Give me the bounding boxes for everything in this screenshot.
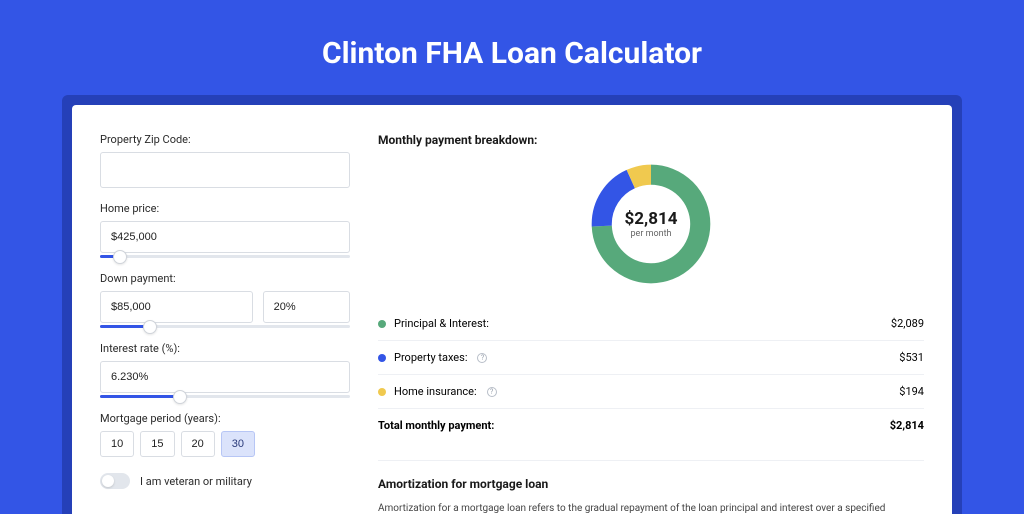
interest-label: Interest rate (%): — [100, 342, 350, 355]
breakdown-column: Monthly payment breakdown: $2,814 per mo… — [378, 133, 924, 514]
page-header: Clinton FHA Loan Calculator — [0, 0, 1024, 95]
toggle-knob — [102, 475, 114, 487]
donut-sub: per month — [625, 229, 678, 239]
amortization-title: Amortization for mortgage loan — [378, 477, 924, 491]
period-btn-20[interactable]: 20 — [181, 431, 215, 457]
donut-chart-wrap: $2,814 per month — [378, 159, 924, 289]
amortization-text: Amortization for a mortgage loan refers … — [378, 503, 924, 514]
panel-outer: Property Zip Code: Home price: Down paym… — [62, 95, 962, 514]
period-btn-30[interactable]: 30 — [221, 431, 255, 457]
total-row: Total monthly payment: $2,814 — [378, 409, 924, 442]
total-value: $2,814 — [890, 419, 924, 432]
form-column: Property Zip Code: Home price: Down paym… — [100, 133, 350, 514]
breakdown-value: $194 — [899, 385, 924, 398]
home-price-group: Home price: — [100, 202, 350, 258]
period-btn-15[interactable]: 15 — [140, 431, 174, 457]
down-payment-slider[interactable] — [100, 325, 350, 328]
breakdown-value: $2,089 — [891, 317, 924, 330]
breakdown-row: Home insurance:? $194 — [378, 375, 924, 409]
veteran-label: I am veteran or military — [140, 475, 252, 488]
home-price-input[interactable] — [100, 221, 350, 253]
zip-input[interactable] — [100, 152, 350, 188]
legend-dot — [378, 388, 386, 396]
zip-group: Property Zip Code: — [100, 133, 350, 188]
page-title: Clinton FHA Loan Calculator — [0, 36, 1024, 71]
zip-label: Property Zip Code: — [100, 133, 350, 146]
breakdown-label: Principal & Interest: — [394, 317, 489, 330]
veteran-row: I am veteran or military — [100, 473, 350, 489]
info-icon[interactable]: ? — [487, 387, 497, 397]
donut-amount: $2,814 — [625, 209, 678, 229]
interest-group: Interest rate (%): — [100, 342, 350, 398]
breakdown-row: Principal & Interest: $2,089 — [378, 307, 924, 341]
breakdown-title: Monthly payment breakdown: — [378, 133, 924, 147]
period-label: Mortgage period (years): — [100, 412, 350, 425]
period-group: Mortgage period (years): 1015 2030 — [100, 412, 350, 457]
amortization-section: Amortization for mortgage loan Amortizat… — [378, 460, 924, 514]
down-payment-pct-input[interactable] — [263, 291, 350, 323]
interest-slider[interactable] — [100, 395, 350, 398]
breakdown-row: Property taxes:? $531 — [378, 341, 924, 375]
total-label: Total monthly payment: — [378, 419, 494, 432]
breakdown-value: $531 — [899, 351, 924, 364]
breakdown-label: Property taxes: — [394, 351, 467, 364]
legend-dot — [378, 354, 386, 362]
calculator-panel: Property Zip Code: Home price: Down paym… — [72, 105, 952, 514]
down-payment-label: Down payment: — [100, 272, 350, 285]
donut-chart: $2,814 per month — [586, 159, 716, 289]
period-btn-10[interactable]: 10 — [100, 431, 134, 457]
info-icon[interactable]: ? — [477, 353, 487, 363]
legend-dot — [378, 320, 386, 328]
down-payment-amount-input[interactable] — [100, 291, 253, 323]
veteran-toggle[interactable] — [100, 473, 130, 489]
breakdown-label: Home insurance: — [394, 385, 477, 398]
donut-center: $2,814 per month — [625, 209, 678, 239]
down-payment-group: Down payment: — [100, 272, 350, 328]
home-price-slider[interactable] — [100, 255, 350, 258]
home-price-label: Home price: — [100, 202, 350, 215]
interest-input[interactable] — [100, 361, 350, 393]
